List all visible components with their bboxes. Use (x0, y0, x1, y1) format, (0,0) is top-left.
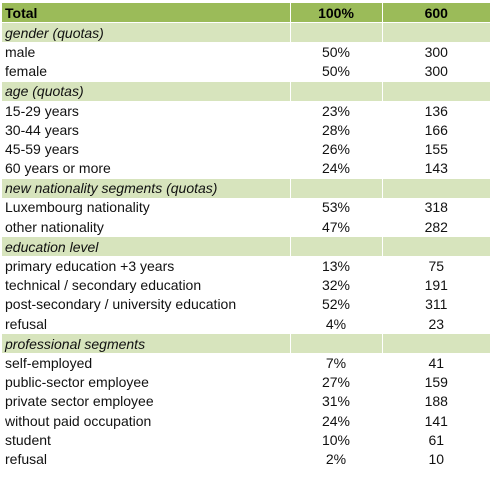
row-percent: 50% (289, 42, 382, 62)
row-count: 282 (381, 217, 490, 237)
table-row: 15-29 years 23% 136 (2, 100, 490, 121)
section-empty-cell (289, 80, 382, 101)
row-label: other nationality (2, 217, 290, 237)
row-count: 318 (381, 197, 490, 218)
table-row: 45-59 years 26% 155 (2, 139, 490, 159)
table-row: self-employed 7% 41 (2, 353, 490, 373)
row-count: 10 (381, 449, 490, 469)
row-count: 141 (381, 410, 490, 431)
section-empty-cell (381, 22, 490, 43)
row-percent: 47% (289, 217, 382, 237)
row-label: 45-59 years (2, 139, 290, 159)
section-header-row: new nationality segments (quotas) (2, 177, 490, 198)
row-percent: 24% (289, 158, 382, 179)
row-percent: 27% (289, 372, 382, 392)
table-row: refusal 4% 23 (2, 314, 490, 334)
row-percent: 31% (289, 391, 382, 411)
table-row: private sector employee 31% 188 (2, 391, 490, 411)
table-body: Total 100% 600 gender (quotas) male 50% 300… (2, 3, 490, 469)
table-row: primary education +3 years 13% 75 (2, 256, 490, 276)
row-percent: 2% (289, 449, 382, 469)
row-percent: 53% (289, 197, 382, 218)
row-percent: 13% (289, 256, 382, 276)
section-empty-cell (289, 177, 382, 198)
header-total-label: Total (2, 3, 290, 23)
row-label: self-employed (2, 353, 290, 373)
section-title: education level (2, 236, 290, 257)
section-header-row: gender (quotas) (2, 22, 490, 43)
section-title: gender (quotas) (2, 22, 290, 43)
row-count: 136 (381, 100, 490, 121)
row-percent: 52% (289, 294, 382, 314)
section-empty-cell (381, 236, 490, 257)
row-count: 23 (381, 314, 490, 334)
section-empty-cell (289, 22, 382, 43)
row-count: 311 (381, 294, 490, 314)
table-row: refusal 2% 10 (2, 449, 490, 469)
row-label: technical / secondary education (2, 275, 290, 295)
row-count: 191 (381, 275, 490, 295)
row-count: 166 (381, 120, 490, 140)
row-count: 61 (381, 430, 490, 450)
section-title: age (quotas) (2, 80, 290, 101)
table-row: 30-44 years 28% 166 (2, 120, 490, 140)
section-empty-cell (289, 333, 382, 354)
header-count: 600 (381, 3, 490, 23)
row-label: without paid occupation (2, 410, 290, 431)
row-percent: 4% (289, 314, 382, 334)
row-count: 300 (381, 42, 490, 62)
row-count: 41 (381, 353, 490, 373)
row-percent: 7% (289, 353, 382, 373)
row-label: refusal (2, 314, 290, 334)
row-count: 155 (381, 139, 490, 159)
table-row: student 10% 61 (2, 430, 490, 450)
row-label: private sector employee (2, 391, 290, 411)
row-count: 75 (381, 256, 490, 276)
row-percent: 28% (289, 120, 382, 140)
table-row: Luxembourg nationality 53% 318 (2, 197, 490, 218)
row-percent: 24% (289, 410, 382, 431)
row-label: male (2, 42, 290, 62)
section-header-row: professional segments (2, 333, 490, 354)
sample-table-container: Total 100% 600 gender (quotas) male 50% 300… (2, 3, 490, 469)
row-label: 15-29 years (2, 100, 290, 121)
section-empty-cell (381, 333, 490, 354)
table-row: public-sector employee 27% 159 (2, 372, 490, 392)
row-percent: 26% (289, 139, 382, 159)
row-count: 300 (381, 61, 490, 82)
row-percent: 10% (289, 430, 382, 450)
row-percent: 50% (289, 61, 382, 82)
row-label: public-sector employee (2, 372, 290, 392)
row-label: 30-44 years (2, 120, 290, 140)
table-row: other nationality 47% 282 (2, 217, 490, 237)
row-label: Luxembourg nationality (2, 197, 290, 218)
table-row: female 50% 300 (2, 61, 490, 82)
section-empty-cell (381, 177, 490, 198)
row-count: 143 (381, 158, 490, 179)
section-empty-cell (289, 236, 382, 257)
table-row: technical / secondary education 32% 191 (2, 275, 490, 295)
section-title: new nationality segments (quotas) (2, 177, 290, 198)
table-row: post-secondary / university education 52%… (2, 294, 490, 314)
row-label: female (2, 61, 290, 82)
table-row: without paid occupation 24% 141 (2, 410, 490, 431)
section-title: professional segments (2, 333, 290, 354)
table-row: male 50% 300 (2, 42, 490, 62)
table-row: 60 years or more 24% 143 (2, 158, 490, 179)
row-label: refusal (2, 449, 290, 469)
row-label: post-secondary / university education (2, 294, 290, 314)
row-label: primary education +3 years (2, 256, 290, 276)
row-percent: 32% (289, 275, 382, 295)
section-header-row: age (quotas) (2, 80, 490, 101)
row-percent: 23% (289, 100, 382, 121)
row-count: 159 (381, 372, 490, 392)
table-header-row: Total 100% 600 (2, 3, 490, 23)
sample-composition-table: Total 100% 600 gender (quotas) male 50% 300… (2, 3, 490, 469)
row-label: 60 years or more (2, 158, 290, 179)
section-header-row: education level (2, 236, 490, 257)
header-pct: 100% (289, 3, 382, 23)
row-label: student (2, 430, 290, 450)
section-empty-cell (381, 80, 490, 101)
row-count: 188 (381, 391, 490, 411)
